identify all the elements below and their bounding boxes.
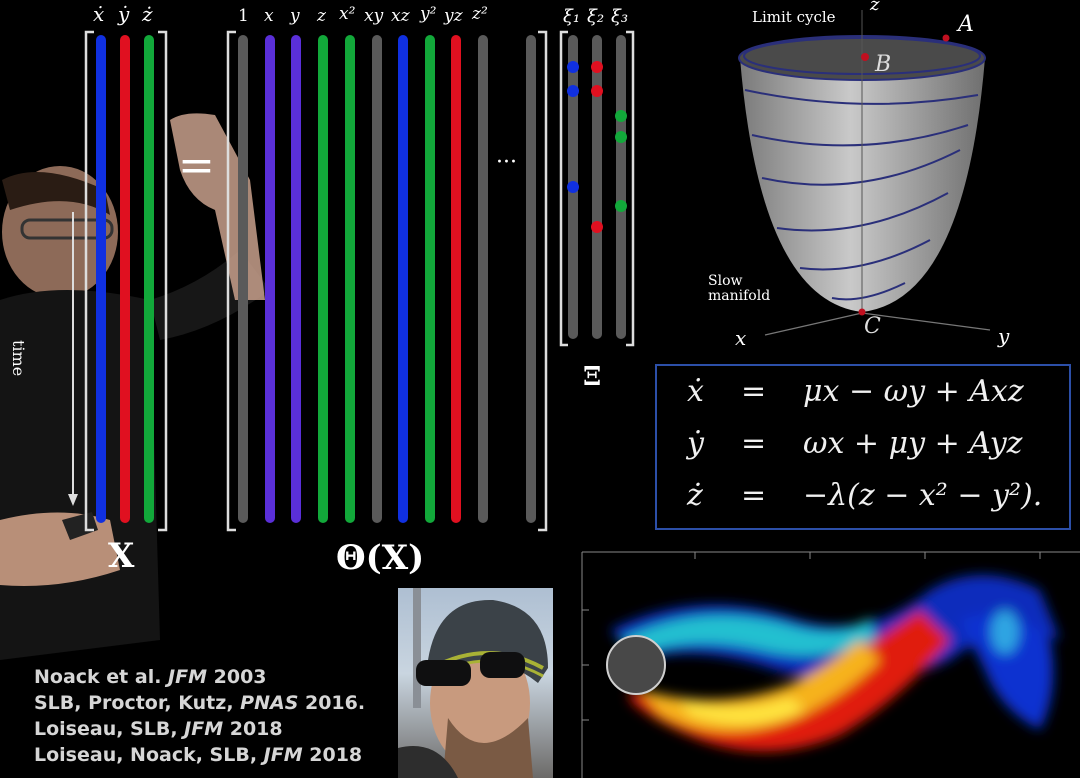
limit-cycle-label: Limit cycle bbox=[752, 8, 836, 26]
xi-matrix-symbol: Ξ bbox=[583, 362, 602, 392]
point-b-label: B bbox=[875, 52, 892, 77]
theta-header: y² bbox=[420, 4, 437, 24]
xi-coef bbox=[615, 131, 627, 143]
xi-header: ξ₁ bbox=[563, 6, 581, 27]
xi-coef bbox=[591, 85, 603, 97]
theta-header: y bbox=[290, 6, 300, 26]
x-matrix-symbol: X bbox=[108, 536, 135, 576]
xi-coef bbox=[567, 85, 579, 97]
point-a-label: A bbox=[958, 12, 974, 37]
reference-item: Loiseau, SLB, JFM 2018 bbox=[34, 718, 283, 740]
reference-item: Noack et al. JFM 2003 bbox=[34, 666, 267, 688]
xi-header: ξ₂ bbox=[587, 6, 605, 27]
xi-coef bbox=[615, 110, 627, 122]
point-c-label: C bbox=[864, 314, 881, 339]
x-matrix-right-bracket bbox=[158, 30, 168, 532]
theta-matrix-symbol: Θ(X) bbox=[336, 538, 425, 578]
x-matrix-left-bracket bbox=[84, 30, 94, 532]
z-axis-label: z bbox=[870, 0, 880, 15]
equation-z: ż = −λ(z − x² − y²). bbox=[687, 478, 1043, 513]
equations-box: ẋ = μx − ωy + Axz ẏ = ωx + μy + Ayz ż = … bbox=[655, 364, 1071, 530]
equals-sign: = bbox=[178, 140, 215, 191]
y-axis-label: y bbox=[998, 324, 1010, 348]
x-axis-label: x bbox=[735, 326, 747, 350]
y-dot-header: ẏ bbox=[118, 2, 130, 26]
theta-right-bracket bbox=[538, 30, 548, 532]
theta-header: x² bbox=[339, 4, 356, 24]
xi-coef bbox=[567, 61, 579, 73]
theta-header: x bbox=[264, 6, 274, 26]
references-list: Noack et al. JFM 2003 SLB, Proctor, Kutz… bbox=[34, 664, 365, 768]
reference-item: SLB, Proctor, Kutz, PNAS 2016. bbox=[34, 692, 366, 714]
theta-header: xy bbox=[364, 6, 384, 26]
theta-header: z bbox=[317, 6, 326, 26]
theta-ellipsis: ··· bbox=[496, 150, 517, 175]
xi-coef bbox=[567, 181, 579, 193]
z-dot-header: ż bbox=[142, 2, 153, 26]
theta-left-bracket bbox=[226, 30, 236, 532]
x-dot-header: ẋ bbox=[93, 2, 105, 26]
xi-coef bbox=[591, 221, 603, 233]
theta-header: 1 bbox=[238, 6, 249, 26]
xi-right-bracket bbox=[626, 30, 635, 347]
xi-left-bracket bbox=[559, 30, 568, 347]
equation-x: ẋ = μx − ωy + Axz bbox=[687, 374, 1024, 409]
equation-y: ẏ = ωx + μy + Ayz bbox=[687, 426, 1023, 461]
theta-header: yz bbox=[444, 6, 463, 26]
collaborator-photo bbox=[398, 588, 553, 778]
xi-header: ξ₃ bbox=[611, 6, 629, 27]
xi-coef bbox=[591, 61, 603, 73]
theta-header: xz bbox=[391, 6, 410, 26]
reference-item: Loiseau, Noack, SLB, JFM 2018 bbox=[34, 744, 363, 766]
slow-manifold-label: Slow manifold bbox=[708, 273, 771, 304]
xi-coef bbox=[615, 200, 627, 212]
theta-header: z² bbox=[472, 4, 488, 24]
